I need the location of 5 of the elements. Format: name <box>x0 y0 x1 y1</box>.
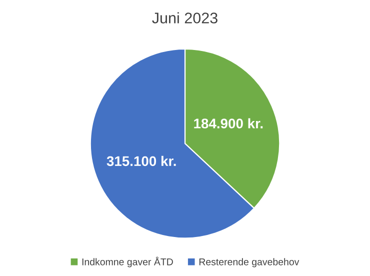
legend-label: Resterende gavebehov <box>199 258 300 268</box>
chart-title: Juni 2023 <box>152 12 218 24</box>
data-label: 315.100 kr. <box>106 156 176 166</box>
data-label: 184.900 kr. <box>194 118 263 128</box>
legend-label: Indkomne gaver ÅTD <box>82 256 173 268</box>
